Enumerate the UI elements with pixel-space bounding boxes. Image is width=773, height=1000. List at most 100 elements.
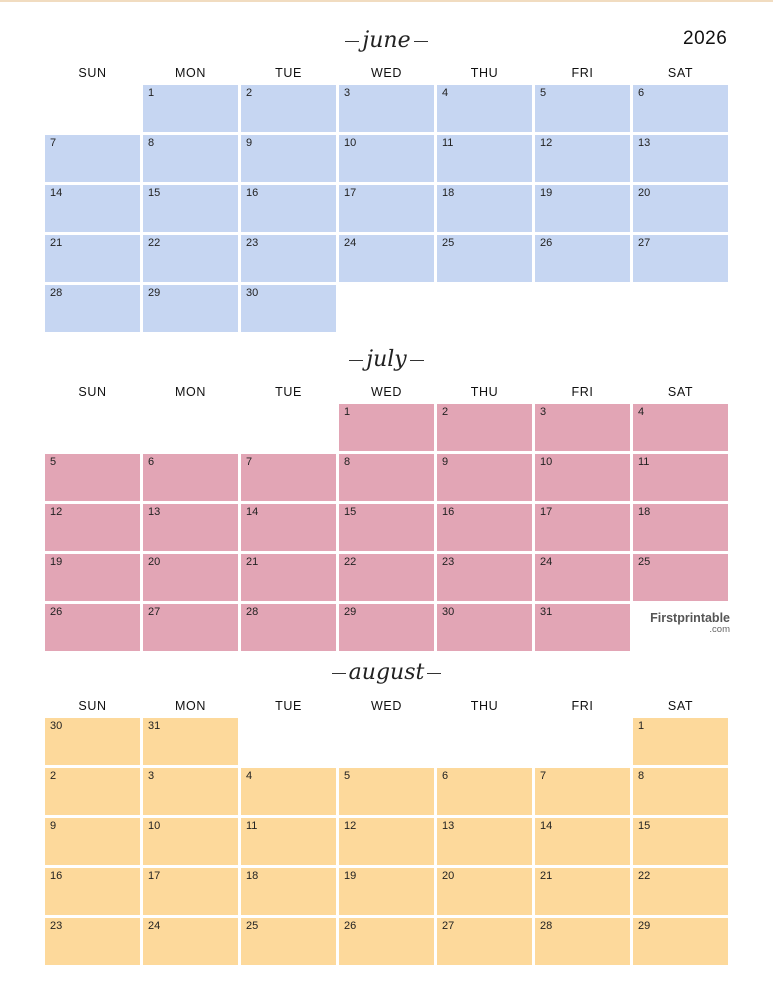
day-cell: 15 xyxy=(143,185,238,232)
day-cell: 7 xyxy=(535,768,630,815)
brand-logo: Firstprintable .com xyxy=(633,611,730,635)
day-cell: 30 xyxy=(437,604,532,651)
day-cell: 13 xyxy=(143,504,238,551)
day-cell: 27 xyxy=(633,235,728,282)
day-cell: 26 xyxy=(535,235,630,282)
day-cell: 16 xyxy=(241,185,336,232)
day-cell: 8 xyxy=(633,768,728,815)
day-cell: 4 xyxy=(633,404,728,451)
day-cell: 25 xyxy=(241,918,336,965)
weekday-header: WED xyxy=(371,699,402,713)
day-cell: 17 xyxy=(535,504,630,551)
day-cell: 12 xyxy=(339,818,434,865)
weekday-header: WED xyxy=(371,66,402,80)
weekday-header: THU xyxy=(470,699,499,713)
day-cell: 14 xyxy=(45,185,140,232)
day-cell: 18 xyxy=(437,185,532,232)
day-cell: 31 xyxy=(143,718,238,765)
day-cell: 28 xyxy=(535,918,630,965)
day-cell: 8 xyxy=(339,454,434,501)
day-cell: 24 xyxy=(143,918,238,965)
day-cell: 26 xyxy=(45,604,140,651)
day-cell: 23 xyxy=(45,918,140,965)
day-cell: 15 xyxy=(633,818,728,865)
day-cell: 23 xyxy=(437,554,532,601)
day-cell: 22 xyxy=(633,868,728,915)
day-cell: 11 xyxy=(633,454,728,501)
brand-suffix: .com xyxy=(709,624,730,635)
day-cell: 13 xyxy=(437,818,532,865)
day-cell: 21 xyxy=(241,554,336,601)
month-title-july: july xyxy=(300,347,473,372)
day-cell: 7 xyxy=(45,135,140,182)
day-cell: 18 xyxy=(633,504,728,551)
day-cell: 20 xyxy=(437,868,532,915)
weekday-header: SAT xyxy=(667,66,694,80)
day-cell: 2 xyxy=(45,768,140,815)
day-cell: 6 xyxy=(437,768,532,815)
day-cell: 27 xyxy=(143,604,238,651)
day-cell: 24 xyxy=(535,554,630,601)
day-cell: 28 xyxy=(45,285,140,332)
weekday-header: SUN xyxy=(78,385,107,399)
weekday-header: TUE xyxy=(275,66,302,80)
day-cell: 2 xyxy=(437,404,532,451)
day-cell: 26 xyxy=(339,918,434,965)
day-cell: 30 xyxy=(241,285,336,332)
weekday-header: FRI xyxy=(571,385,594,399)
weekday-header: WED xyxy=(371,385,402,399)
day-cell: 29 xyxy=(339,604,434,651)
day-cell: 29 xyxy=(143,285,238,332)
day-cell: 19 xyxy=(339,868,434,915)
day-cell: 3 xyxy=(535,404,630,451)
weekday-header: TUE xyxy=(275,385,302,399)
day-cell: 21 xyxy=(45,235,140,282)
day-cell: 22 xyxy=(143,235,238,282)
day-cell: 16 xyxy=(45,868,140,915)
weekday-header: FRI xyxy=(571,66,594,80)
day-cell: 2 xyxy=(241,85,336,132)
day-cell: 20 xyxy=(633,185,728,232)
day-cell: 12 xyxy=(535,135,630,182)
day-cell: 22 xyxy=(339,554,434,601)
month-title-june: june xyxy=(300,28,473,53)
weekday-header: SAT xyxy=(667,385,694,399)
day-cell: 5 xyxy=(535,85,630,132)
day-cell: 7 xyxy=(241,454,336,501)
day-cell: 11 xyxy=(437,135,532,182)
day-cell: 21 xyxy=(535,868,630,915)
brand-name: Firstprintable xyxy=(650,611,730,625)
day-cell: 16 xyxy=(437,504,532,551)
day-cell: 9 xyxy=(241,135,336,182)
weekday-header: SAT xyxy=(667,699,694,713)
day-cell: 10 xyxy=(339,135,434,182)
day-cell: 14 xyxy=(535,818,630,865)
day-cell: 6 xyxy=(633,85,728,132)
day-cell: 29 xyxy=(633,918,728,965)
day-cell: 5 xyxy=(45,454,140,501)
day-cell: 19 xyxy=(45,554,140,601)
day-cell: 8 xyxy=(143,135,238,182)
weekday-header: THU xyxy=(470,385,499,399)
day-cell: 14 xyxy=(241,504,336,551)
day-cell: 19 xyxy=(535,185,630,232)
day-cell: 27 xyxy=(437,918,532,965)
day-cell: 5 xyxy=(339,768,434,815)
top-border xyxy=(0,0,773,2)
day-cell: 1 xyxy=(633,718,728,765)
day-cell: 9 xyxy=(45,818,140,865)
day-cell: 15 xyxy=(339,504,434,551)
day-cell: 9 xyxy=(437,454,532,501)
day-cell: 13 xyxy=(633,135,728,182)
day-cell: 24 xyxy=(339,235,434,282)
day-cell: 20 xyxy=(143,554,238,601)
day-cell: 10 xyxy=(143,818,238,865)
weekday-header: TUE xyxy=(275,699,302,713)
day-cell: 1 xyxy=(143,85,238,132)
day-cell: 17 xyxy=(339,185,434,232)
day-cell: 23 xyxy=(241,235,336,282)
weekday-header: FRI xyxy=(571,699,594,713)
day-cell: 30 xyxy=(45,718,140,765)
weekday-header: SUN xyxy=(78,699,107,713)
day-cell: 11 xyxy=(241,818,336,865)
